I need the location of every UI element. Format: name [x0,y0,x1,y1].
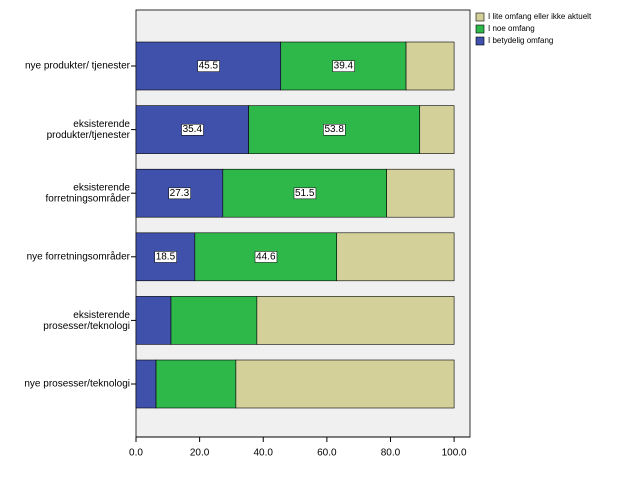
data-label: 35.4 [183,124,203,135]
x-tick-label: 20.0 [190,448,210,459]
data-label: 53.8 [324,124,344,135]
data-label-box [323,123,346,136]
data-label-group: 18.5 [154,251,177,263]
legend-label: I betydelig omfang [488,36,553,45]
data-label: 39.4 [334,61,354,72]
data-label-box [293,187,317,200]
data-label-group: 51.5 [293,187,317,200]
y-tick-label: nye produkter/ tjenester [25,61,131,72]
x-tick-label: 0.0 [129,448,143,459]
legend-swatch [475,12,485,22]
bar-segment [170,296,258,345]
y-tick-label: eksisterende produkter/tjenester [47,119,131,141]
legend-swatch [475,36,485,46]
data-label-group: 35.4 [181,123,204,136]
bar-segment [256,296,455,345]
legend-label: I noe omfang [488,24,535,33]
y-tick-label: nye prosesser/teknologi [24,379,130,390]
data-label-group: 27.3 [168,187,191,200]
bar-segment [419,105,455,154]
data-label: 44.6 [256,251,276,262]
x-tick-label: 100.0 [442,448,467,459]
legend-label: I lite omfang eller ikke aktuelt [488,12,592,21]
bar-segment [235,359,455,409]
x-tick-label: 80.0 [381,448,401,459]
data-label: 45.5 [199,61,219,72]
data-label-box [154,251,177,263]
data-label: 51.5 [295,188,315,199]
data-label-group: 44.6 [254,251,278,263]
bar-segment [336,232,455,282]
data-label-box [332,60,355,72]
bar-segment [155,359,237,409]
data-label: 27.3 [170,188,190,199]
data-label-group: 39.4 [332,60,355,72]
bar-segment [135,359,157,409]
data-label-box [254,251,278,263]
data-label-box [181,123,204,136]
data-label-group: 45.5 [197,60,220,72]
legend-swatch [475,24,485,34]
data-label-box [197,60,220,72]
data-label: 18.5 [156,251,176,262]
y-tick-label: eksisterende forretningsområder [46,182,131,204]
bar-segment [386,168,455,218]
bar-segment [135,296,172,345]
data-label-group: 53.8 [323,123,346,136]
data-label-box [168,187,191,200]
bar-segment [405,41,455,91]
x-tick-label: 40.0 [254,448,274,459]
y-tick-label: nye forretningsområder [27,250,131,262]
y-tick-label: eksisterende prosesser/teknologi [43,310,130,332]
x-tick-label: 60.0 [317,448,337,459]
